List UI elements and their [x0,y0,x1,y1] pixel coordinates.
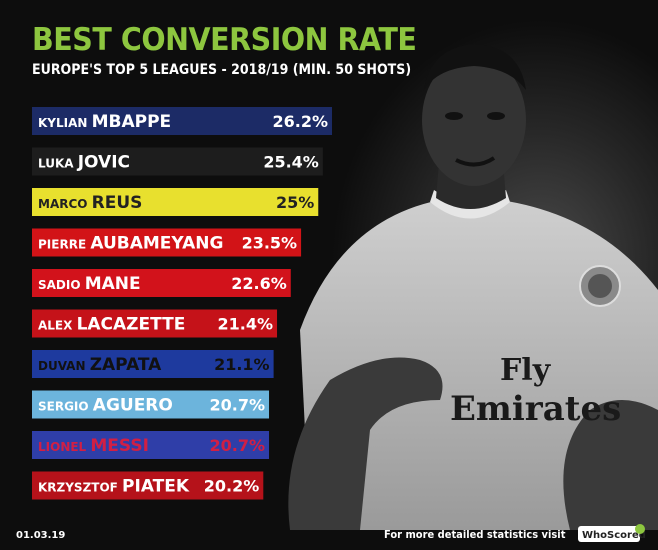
svg-text:Fly: Fly [500,353,552,388]
bar-group: LIONEL MESSI 20.7% [32,431,270,459]
whoscored-logo[interactable]: WhoScored.com [578,524,646,544]
bar-player-name: LUKA JOVIC [38,153,130,173]
player-first-name: MARCO [38,197,92,211]
bar-player-name: SERGIO AGUERO [38,396,173,416]
bar-player-name: LIONEL MESSI [38,436,149,456]
bar-value-label: 23.5% [242,234,298,253]
bar-group: KYLIAN MBAPPE 26.2% [32,107,332,135]
bar-value-label: 20.2% [204,477,260,496]
bar-player-name: ALEX LACAZETTE [38,315,185,335]
player-first-name: ALEX [38,319,77,333]
bar-group: MARCO REUS 25% [32,188,319,216]
player-first-name: SADIO [38,278,85,292]
bar [32,309,278,338]
bar-value-label: 21.1% [214,355,270,374]
bar-player-name: PIERRE AUBAMEYANG [38,234,223,254]
bar-value-label: 25.4% [263,153,319,172]
bar-player-name: DUVAN ZAPATA [38,355,162,375]
player-last-name: LACAZETTE [77,315,186,335]
bar [32,431,270,459]
player-last-name: MESSI [90,436,149,456]
bar [32,269,291,297]
player-first-name: LIONEL [38,440,90,454]
player-last-name: ZAPATA [90,355,162,375]
bar-value-label: 20.7% [210,436,266,455]
bar-group: LUKA JOVIC 25.4% [32,147,323,176]
player-first-name: KYLIAN [38,116,92,130]
bar-player-name: SADIO MANE [38,274,141,294]
bar-player-name: KRZYSZTOF PIATEK [38,477,190,497]
player-last-name: PIATEK [122,477,190,497]
bar-value-label: 26.2% [272,112,328,131]
bar-value-label: 21.4% [218,315,274,334]
bar [32,228,302,257]
bar-group: DUVAN ZAPATA 21.1% [32,350,274,378]
bar-player-name: KYLIAN MBAPPE [38,112,171,132]
player-first-name: LUKA [38,157,78,171]
bar [32,107,332,135]
player-first-name: SERGIO [38,400,93,414]
bar-group: SERGIO AGUERO 20.7% [32,390,270,419]
bar [32,390,270,419]
player-first-name: KRZYSZTOF [38,481,122,495]
player-photo: Fly Emirates [288,44,658,530]
bar [32,188,319,216]
bar-group: PIERRE AUBAMEYANG 23.5% [32,228,302,257]
bar-value-label: 22.6% [231,274,287,293]
player-first-name: PIERRE [38,238,90,252]
bar [32,350,274,378]
footer-date: 01.03.19 [16,530,66,541]
footer-note: For more detailed statistics visit [384,528,566,541]
bar-group: ALEX LACAZETTE 21.4% [32,309,278,338]
bar [32,471,264,500]
player-last-name: REUS [92,193,143,213]
player-last-name: MANE [85,274,141,294]
bar [32,147,323,176]
chart-title: BEST CONVERSION RATE [32,22,417,58]
bar-group: KRZYSZTOF PIATEK 20.2% [32,471,264,500]
bar-value-label: 25% [276,193,314,212]
brand-text: WhoScored.com [582,530,646,541]
player-last-name: AGUERO [93,396,173,416]
player-last-name: MBAPPE [92,112,172,132]
player-last-name: JOVIC [77,153,130,173]
chart-subtitle: EUROPE'S TOP 5 LEAGUES - 2018/19 (MIN. 5… [32,62,412,78]
player-last-name: AUBAMEYANG [90,234,223,254]
player-first-name: DUVAN [38,359,90,373]
bar-value-label: 20.7% [210,396,266,415]
bar-player-name: MARCO REUS [38,193,142,213]
bar-group: SADIO MANE 22.6% [32,269,291,297]
svg-text:Emirates: Emirates [450,389,621,429]
